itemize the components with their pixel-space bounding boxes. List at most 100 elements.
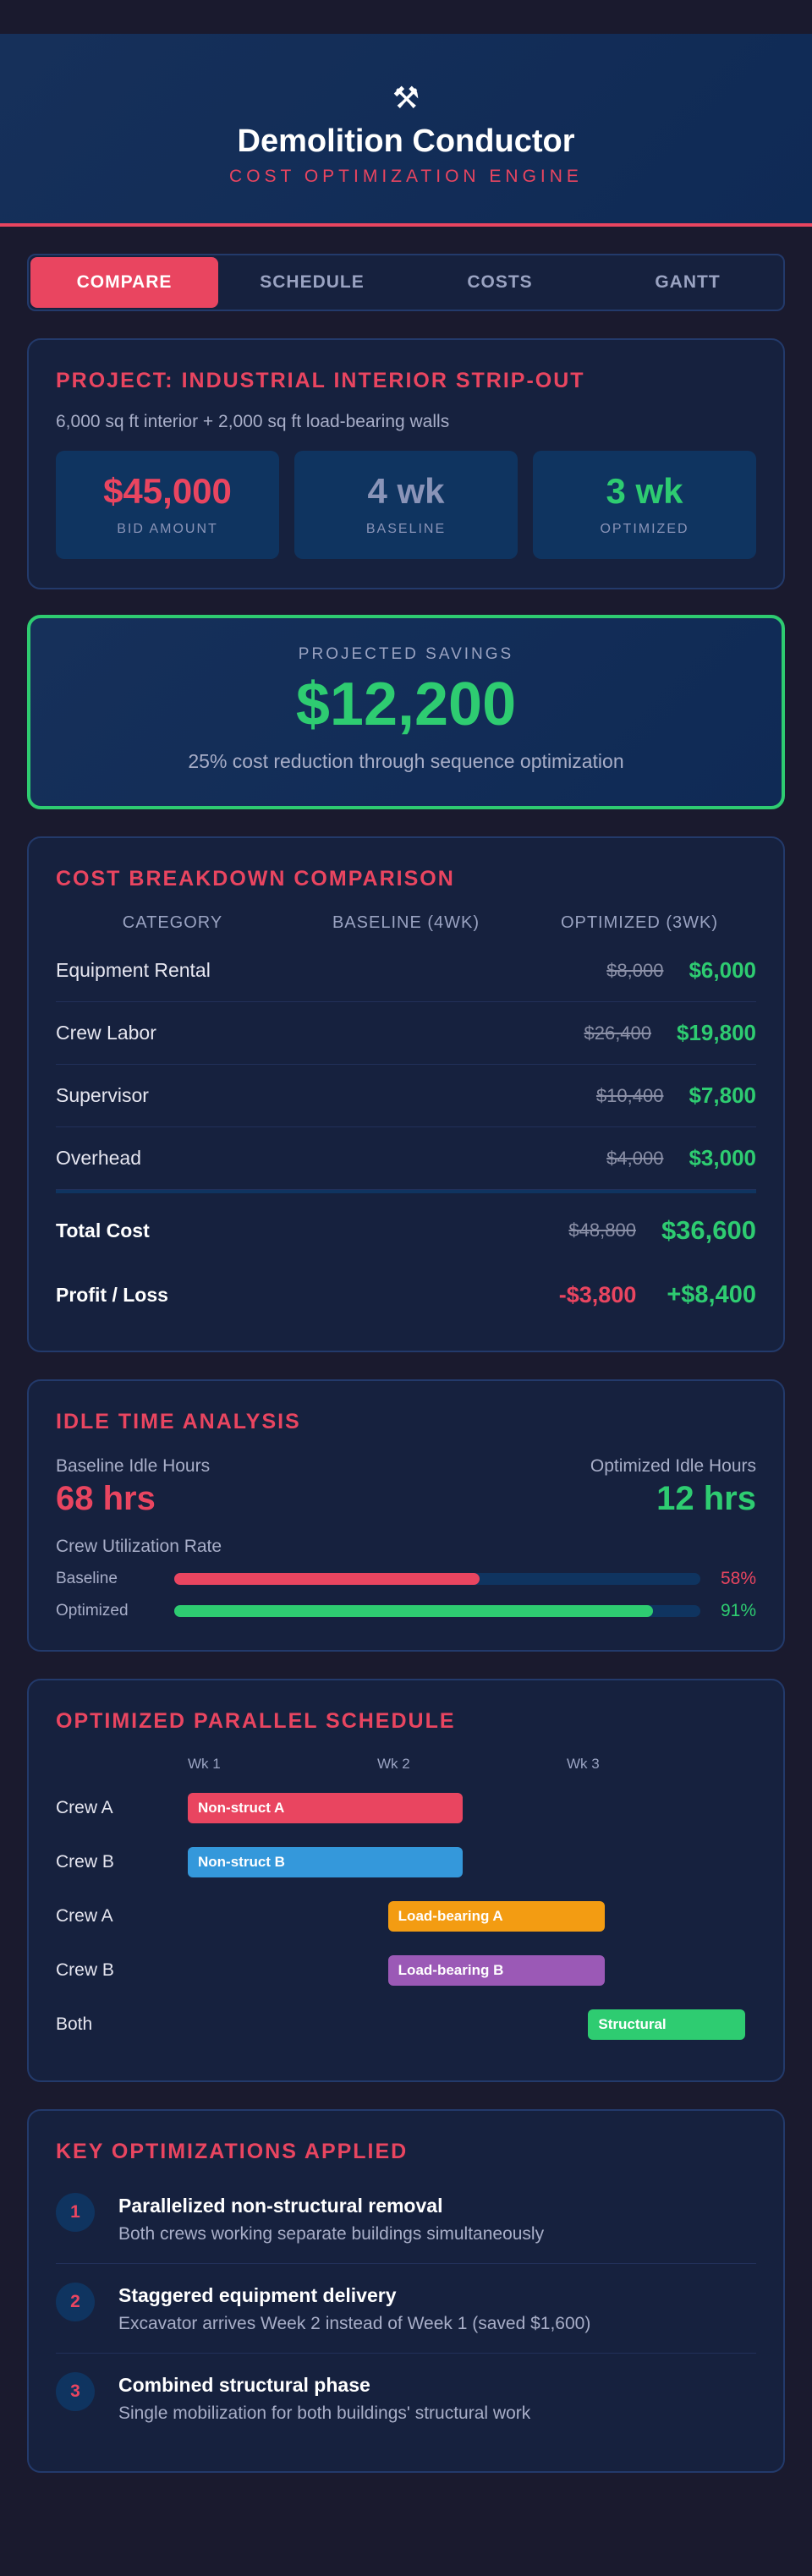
item-number: 1 [56, 2193, 95, 2232]
schedule-card: OPTIMIZED PARALLEL SCHEDULE Wk 1 Wk 2 Wk… [27, 1679, 785, 2082]
stat-value: 4 wk [367, 471, 445, 511]
gantt-row: Crew B Load-bearing B [56, 1943, 756, 1998]
profit-baseline: -$3,800 [558, 1281, 637, 1307]
baseline-idle: Baseline Idle Hours 68 hrs [56, 1456, 210, 1518]
item-text: Combined structural phase Single mobiliz… [118, 2372, 530, 2424]
row-category: Equipment Rental [56, 959, 211, 981]
gantt-track: Load-bearing A [188, 1901, 756, 1932]
tab-compare[interactable]: COMPARE [30, 257, 218, 308]
column-header: CATEGORY [122, 913, 223, 932]
savings-value: $12,200 [295, 671, 517, 738]
item-description: Both crews working separate buildings si… [118, 2224, 545, 2244]
stat-label: OPTIMIZED [600, 522, 689, 536]
bar-percent: 58% [720, 1569, 756, 1588]
week-label: Wk 1 [188, 1756, 221, 1772]
hammer-pick-icon: ⚒ [392, 80, 420, 115]
baseline-idle-value: 68 hrs [56, 1480, 156, 1517]
gantt-track: Non-struct B [188, 1847, 756, 1877]
row-optimized: $7,800 [689, 1082, 756, 1108]
gantt-bar[interactable]: Non-struct B [188, 1847, 463, 1877]
idle-title: IDLE TIME ANALYSIS [56, 1410, 301, 1433]
gantt-bar[interactable]: Load-bearing B [387, 1955, 605, 1986]
bar-label: Optimized [56, 1602, 129, 1620]
item-number: 3 [56, 2372, 95, 2411]
table-row: Supervisor $10,400 $7,800 [56, 1065, 756, 1127]
idle-hours: Baseline Idle Hours 68 hrs Optimized Idl… [56, 1456, 756, 1518]
utilization-optimized: Optimized 91% [56, 1601, 756, 1621]
item-number: 2 [56, 2283, 95, 2321]
utilization-baseline: Baseline 58% [56, 1569, 756, 1589]
tab-bar: COMPARE SCHEDULE COSTS GANTT [27, 254, 785, 311]
gantt-track: Non-struct A [188, 1793, 756, 1823]
stat-label: BASELINE [365, 522, 447, 536]
gantt-chart: Wk 1 Wk 2 Wk 3 Crew A Non-struct A Crew B N… [56, 1756, 756, 2052]
row-optimized: $6,000 [689, 957, 756, 983]
gantt-row: Crew B Non-struct B [56, 1835, 756, 1889]
profit-optimized: +$8,400 [667, 1280, 756, 1308]
gantt-track: Structural [188, 2009, 756, 2040]
item-text: Staggered equipment delivery Excavator a… [118, 2283, 590, 2334]
row-baseline: $4,000 [606, 1147, 664, 1169]
total-optimized: $36,600 [661, 1215, 756, 1245]
bar-track [174, 1605, 700, 1617]
total-row: Total Cost $48,800 $36,600 [56, 1190, 756, 1268]
project-card: PROJECT: INDUSTRIAL INTERIOR STRIP-OUT 6… [27, 338, 785, 589]
stat-label: BID AMOUNT [117, 522, 218, 536]
row-category: Overhead [56, 1147, 142, 1169]
top-strip [0, 0, 812, 34]
row-optimized: $3,000 [689, 1145, 756, 1170]
savings-label: PROJECTED SAVINGS [298, 645, 514, 663]
baseline-idle-label: Baseline Idle Hours [56, 1456, 211, 1476]
savings-card: PROJECTED SAVINGS $12,200 25% cost reduc… [27, 615, 785, 809]
row-baseline: $26,400 [584, 1022, 652, 1044]
list-item: 1 Parallelized non-structural removal Bo… [56, 2174, 756, 2264]
stat-bid-amount: $45,000 BID AMOUNT [56, 451, 279, 559]
stat-value: $45,000 [103, 471, 232, 511]
gantt-crew-label: Both [56, 2014, 93, 2034]
gantt-week-header: Wk 1 Wk 2 Wk 3 [188, 1756, 756, 1781]
app-header: ⚒ Demolition Conductor COST OPTIMIZATION… [0, 34, 812, 227]
table-row: Overhead $4,000 $3,000 [56, 1127, 756, 1190]
profit-row: Profit / Loss -$3,800 +$8,400 [56, 1268, 756, 1322]
row-category: Supervisor [56, 1084, 149, 1106]
gantt-crew-label: Crew A [56, 1906, 113, 1926]
savings-description: 25% cost reduction through sequence opti… [188, 750, 624, 772]
bar-fill [174, 1605, 654, 1617]
gantt-crew-label: Crew A [56, 1798, 113, 1817]
item-title: Parallelized non-structural removal [118, 2195, 443, 2217]
optimized-idle-label: Optimized Idle Hours [590, 1456, 756, 1476]
stat-baseline: 4 wk BASELINE [294, 451, 518, 559]
stat-optimized: 3 wk OPTIMIZED [533, 451, 756, 559]
gantt-bar[interactable]: Structural [588, 2009, 745, 2040]
app-subtitle: COST OPTIMIZATION ENGINE [229, 167, 583, 186]
gantt-row: Crew A Non-struct A [56, 1781, 756, 1835]
item-title: Combined structural phase [118, 2374, 370, 2396]
gantt-row: Crew A Load-bearing A [56, 1889, 756, 1943]
optimizations-card: KEY OPTIMIZATIONS APPLIED 1 Parallelized… [27, 2109, 785, 2473]
tab-costs[interactable]: COSTS [467, 272, 533, 292]
gantt-row: Both Structural [56, 1998, 756, 2052]
project-title: PROJECT: INDUSTRIAL INTERIOR STRIP-OUT [56, 369, 585, 392]
optimized-idle-value: 12 hrs [656, 1480, 756, 1517]
table-body: Equipment Rental $8,000 $6,000 Crew Labo… [56, 940, 756, 1322]
profit-label: Profit / Loss [56, 1283, 168, 1306]
gantt-rows: Crew A Non-struct A Crew B Non-struct B Crew… [56, 1781, 756, 2052]
gantt-bar[interactable]: Non-struct A [188, 1793, 463, 1823]
gantt-bar[interactable]: Load-bearing A [387, 1901, 605, 1932]
list-item: 3 Combined structural phase Single mobil… [56, 2354, 756, 2442]
row-category: Crew Labor [56, 1022, 156, 1044]
item-description: Single mobilization for both buildings' … [118, 2403, 531, 2423]
column-header: OPTIMIZED (3WK) [560, 913, 719, 932]
column-header: BASELINE (4WK) [332, 913, 480, 932]
tab-schedule[interactable]: SCHEDULE [260, 272, 365, 292]
item-text: Parallelized non-structural removal Both… [118, 2193, 544, 2244]
project-stats: $45,000 BID AMOUNT 4 wk BASELINE 3 wk OP… [56, 451, 756, 559]
total-baseline: $48,800 [568, 1219, 636, 1241]
bar-track [174, 1573, 700, 1585]
project-description: 6,000 sq ft interior + 2,000 sq ft load-… [56, 412, 450, 431]
bar-fill [174, 1573, 480, 1585]
table-row: Equipment Rental $8,000 $6,000 [56, 940, 756, 1002]
idle-time-card: IDLE TIME ANALYSIS Baseline Idle Hours 6… [27, 1379, 785, 1652]
optimizations-title: KEY OPTIMIZATIONS APPLIED [56, 2140, 409, 2163]
tab-gantt[interactable]: GANTT [655, 272, 721, 292]
